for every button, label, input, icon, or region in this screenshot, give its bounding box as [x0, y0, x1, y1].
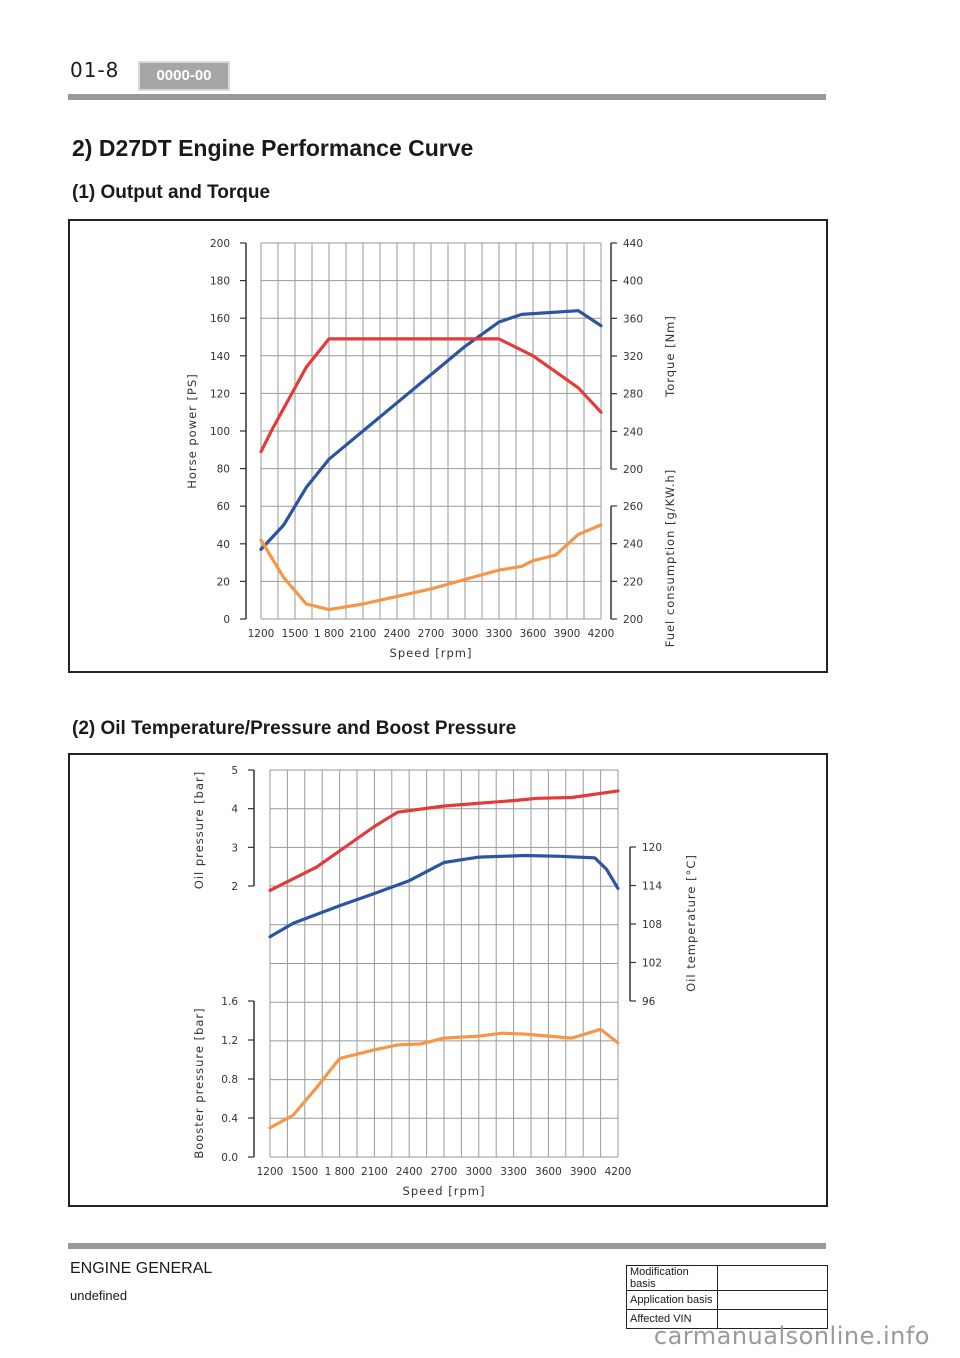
oil-pressure-curve — [268, 789, 620, 892]
left-axis-tick-label: 140 — [210, 351, 230, 363]
watermark: carmanualsonline.info — [653, 1322, 930, 1350]
left-axis-tick-label: 100 — [210, 426, 230, 438]
info-value — [717, 1309, 828, 1329]
oil-temperature-axis-tick-label: 102 — [642, 958, 662, 970]
oil-pressure-axis-tick-label: 2 — [231, 881, 238, 893]
oil-temperature-axis-tick-label: 120 — [642, 842, 662, 854]
oil-pressure-axis-tick-label: 4 — [231, 804, 238, 816]
booster-axis-tick-label: 1.2 — [221, 1035, 238, 1047]
info-label: Application basis — [626, 1290, 718, 1310]
oil-pressure-axis-title: Oil pressure [bar] — [192, 771, 206, 889]
left-axis-tick-label: 160 — [210, 313, 230, 325]
torque-axis-tick-label: 240 — [623, 426, 643, 438]
x-tick-label: 4200 — [588, 628, 615, 640]
info-row: Affected VIN — [626, 1309, 828, 1329]
booster-axis-tick-label: 0.8 — [221, 1074, 238, 1086]
left-axis-tick-label: 180 — [210, 276, 230, 288]
x-axis-title: Speed [rpm] — [390, 646, 473, 660]
x-tick-label: 2100 — [361, 1166, 388, 1178]
left-axis-tick-label: 80 — [217, 464, 230, 476]
x-tick-label: 3900 — [554, 628, 581, 640]
torque-axis-tick-label: 280 — [623, 389, 643, 401]
page-number: 01-8 — [70, 58, 120, 82]
oil-temperature-axis-tick-label: 114 — [642, 881, 662, 893]
booster-axis-tick-label: 0.4 — [221, 1113, 238, 1125]
oil-temperature-axis-tick-label: 108 — [642, 919, 662, 931]
info-label: Affected VIN — [626, 1309, 718, 1329]
horse-power-curve — [259, 309, 603, 551]
footer-section: ENGINE GENERAL — [70, 1260, 213, 1277]
fuel-axis-tick-label: 220 — [623, 576, 643, 588]
oil-temperature-axis-tick-label: 96 — [642, 996, 656, 1008]
code-badge: 0000-00 — [138, 61, 230, 91]
x-tick-label: 3600 — [535, 1166, 562, 1178]
x-tick-label: 1500 — [291, 1166, 318, 1178]
torque-axis-tick-label: 200 — [623, 464, 643, 476]
torque-axis-tick-label: 440 — [623, 238, 643, 250]
info-row: Modification basis — [626, 1265, 828, 1291]
fuel-axis-tick-label: 200 — [623, 614, 643, 626]
booster-axis-title: Booster pressure [bar] — [192, 1007, 206, 1158]
torque-axis-tick-label: 400 — [623, 276, 643, 288]
fuel-axis-tick-label: 260 — [623, 501, 643, 513]
left-axis-tick-label: 40 — [217, 539, 230, 551]
x-tick-label: 3000 — [465, 1166, 492, 1178]
booster-axis-tick-label: 0.0 — [221, 1152, 238, 1164]
left-axis-tick-label: 120 — [210, 388, 230, 400]
x-tick-label: 1 800 — [325, 1166, 355, 1178]
header-rule — [68, 94, 826, 100]
x-axis-title: Speed [rpm] — [403, 1184, 486, 1198]
info-value — [717, 1265, 828, 1291]
fuel-axis-tick-label: 240 — [623, 539, 643, 551]
fuel-axis-title: Fuel consumption [g/KW.h] — [663, 469, 677, 648]
chart1-heading: (1) Output and Torque — [72, 182, 271, 203]
oil-pressure-axis-tick-label: 5 — [231, 765, 238, 777]
x-tick-label: 3900 — [570, 1166, 597, 1178]
output-torque-chart: 1200 1500 1 800 2100 2400 2700 3000 3300 3600 390… — [185, 238, 677, 660]
left-axis-tick-label: 0 — [223, 614, 230, 626]
torque-curve — [259, 337, 603, 454]
oil-pressure-axis-tick-label: 3 — [231, 842, 238, 854]
info-label: Modification basis — [626, 1265, 718, 1291]
left-axis-title: Horse power [PS] — [185, 373, 199, 489]
fuel-consumption-curve — [259, 523, 603, 612]
chart2-heading: (2) Oil Temperature/Pressure and Boost P… — [72, 718, 517, 739]
x-tick-label: 2700 — [431, 1166, 458, 1178]
x-tick-label: 2400 — [396, 1166, 423, 1178]
oil-temperature-axis-title: Oil temperature [°C] — [684, 854, 698, 992]
left-axis-tick-label: 200 — [210, 238, 230, 250]
info-value — [717, 1290, 828, 1310]
x-tick-label: 2400 — [384, 628, 411, 640]
x-tick-label: 4200 — [605, 1166, 632, 1178]
footer-subtitle: undefined — [70, 1288, 128, 1303]
x-tick-label: 1500 — [282, 628, 309, 640]
x-tick-label: 1200 — [248, 628, 275, 640]
booster-pressure-curve — [268, 1027, 620, 1130]
torque-axis-tick-label: 360 — [623, 313, 643, 325]
x-tick-label: 2700 — [418, 628, 445, 640]
x-tick-label: 1 800 — [314, 628, 344, 640]
left-axis-tick-label: 60 — [217, 501, 230, 513]
oil-boost-chart: 1200 1500 1 800 2100 2400 2700 3000 3300 3600 390… — [192, 765, 698, 1198]
x-tick-label: 2100 — [350, 628, 377, 640]
x-tick-label: 3300 — [486, 628, 513, 640]
section-title: 2) D27DT Engine Performance Curve — [72, 135, 474, 161]
booster-axis-tick-label: 1.6 — [221, 996, 238, 1008]
torque-axis-title: Torque [Nm] — [663, 315, 677, 398]
info-row: Application basis — [626, 1290, 828, 1310]
x-tick-label: 3600 — [520, 628, 547, 640]
footer-rule — [68, 1243, 826, 1249]
chart1-frame: 1200 1500 1 800 2100 2400 2700 3000 3300 3600 390… — [68, 219, 828, 673]
x-tick-label: 1200 — [257, 1166, 284, 1178]
oil-temperature-curve — [268, 853, 620, 939]
torque-axis-tick-label: 320 — [623, 351, 643, 363]
left-axis-tick-label: 20 — [217, 576, 230, 588]
x-tick-label: 3000 — [452, 628, 479, 640]
chart2-frame: 1200 1500 1 800 2100 2400 2700 3000 3300 3600 390… — [68, 753, 828, 1207]
info-table: Modification basis Application basis Aff… — [626, 1265, 828, 1329]
x-tick-label: 3300 — [500, 1166, 527, 1178]
